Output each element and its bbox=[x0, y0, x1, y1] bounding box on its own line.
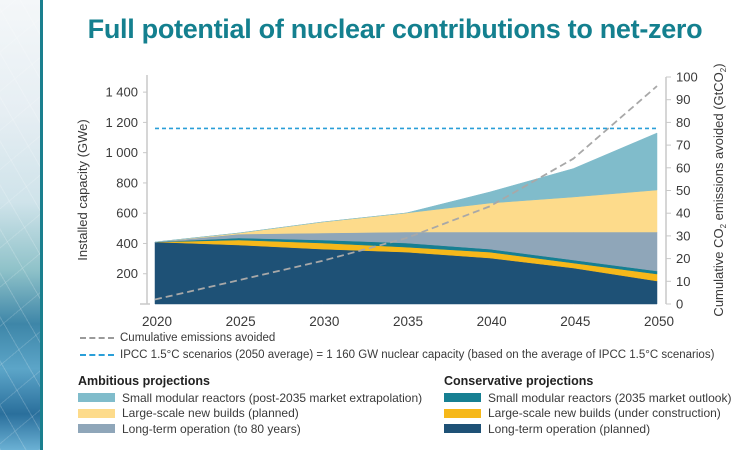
y2-axis-title: Cumulative CO2 emissions avoided (GtCO2) bbox=[711, 63, 728, 316]
legend-label: Large-scale new builds (under constructi… bbox=[488, 406, 721, 421]
legend-item: Long-term operation (planned) bbox=[444, 421, 731, 437]
y-tick-label: 1 400 bbox=[105, 85, 138, 100]
legend-label: Long-term operation (planned) bbox=[488, 421, 651, 436]
x-tick-label: 2030 bbox=[309, 314, 339, 329]
legend-item: Large-scale new builds (under constructi… bbox=[444, 406, 731, 422]
color-swatch bbox=[444, 393, 481, 403]
legend-ipcc: IPCC 1.5°C scenarios (2050 average) = 1 … bbox=[80, 349, 714, 361]
x-tick-label: 2025 bbox=[226, 314, 256, 329]
legend-item: Long-term operation (to 80 years) bbox=[78, 421, 422, 437]
color-swatch bbox=[78, 393, 115, 403]
y-tick-label: 1 200 bbox=[105, 115, 138, 130]
y2-tick-label: 60 bbox=[676, 160, 690, 175]
y2-tick-label: 40 bbox=[676, 206, 690, 221]
legend-item: Small modular reactors (2035 market outl… bbox=[444, 390, 731, 406]
y2-tick-label: 0 bbox=[676, 297, 683, 312]
legend-ambitious: Ambitious projections Small modular reac… bbox=[78, 374, 422, 437]
area-small-modular-reactors-post-2035-market-extrapolation bbox=[154, 132, 658, 243]
x-tick-label: 2040 bbox=[477, 314, 507, 329]
y2-tick-label: 20 bbox=[676, 251, 690, 266]
y2-tick-label: 90 bbox=[676, 92, 690, 107]
y-axis-title: Installed capacity (GWe) bbox=[75, 119, 90, 260]
legend-label: Small modular reactors (post-2035 market… bbox=[122, 390, 423, 405]
y-tick-label: 800 bbox=[116, 175, 138, 190]
cumulative-emissions-line bbox=[154, 85, 658, 301]
x-tick-label: 2050 bbox=[644, 314, 674, 329]
legend-heading: Conservative projections bbox=[444, 374, 594, 388]
y-tick-label: 600 bbox=[116, 206, 138, 221]
y2-tick-label: 30 bbox=[676, 228, 690, 243]
y-tick-label: 400 bbox=[116, 236, 138, 251]
area-series-group bbox=[154, 132, 658, 305]
color-swatch bbox=[78, 408, 115, 418]
y2-tick-label: 70 bbox=[676, 138, 690, 153]
chart-title: Full potential of nuclear contributions … bbox=[87, 14, 703, 44]
legend-label: Cumulative emissions avoided bbox=[120, 332, 276, 344]
gray-dash-swatch bbox=[80, 337, 114, 339]
color-swatch bbox=[444, 424, 481, 434]
decorative-side-image bbox=[0, 0, 40, 450]
blue-dash-swatch bbox=[80, 354, 114, 356]
legend-heading: Ambitious projections bbox=[78, 374, 210, 388]
legend-item: Large-scale new builds (planned) bbox=[78, 406, 422, 422]
legend-label: IPCC 1.5°C scenarios (2050 average) = 1 … bbox=[120, 349, 715, 361]
y2-tick-label: 100 bbox=[676, 70, 698, 85]
y-tick-label: 200 bbox=[116, 266, 138, 281]
y2-tick-label: 80 bbox=[676, 115, 690, 130]
y2-tick-label: 50 bbox=[676, 183, 690, 198]
line-series-group bbox=[154, 85, 658, 301]
legend-item: Small modular reactors (post-2035 market… bbox=[78, 390, 422, 406]
side-divider bbox=[40, 0, 43, 450]
x-tick-label: 2020 bbox=[142, 314, 172, 329]
y-tick-label: 1 000 bbox=[105, 145, 138, 160]
legend-label: Large-scale new builds (planned) bbox=[122, 406, 299, 421]
color-swatch bbox=[444, 408, 481, 418]
legend-label: Small modular reactors (2035 market outl… bbox=[488, 390, 732, 405]
legend-label: Long-term operation (to 80 years) bbox=[122, 421, 301, 436]
x-tick-label: 2035 bbox=[393, 314, 423, 329]
color-swatch bbox=[78, 424, 115, 434]
y2-tick-label: 10 bbox=[676, 274, 690, 289]
x-tick-label: 2045 bbox=[560, 314, 590, 329]
legend-cumulative-emissions: Cumulative emissions avoided bbox=[80, 332, 275, 344]
legend-conservative: Conservative projections Small modular r… bbox=[444, 374, 731, 437]
